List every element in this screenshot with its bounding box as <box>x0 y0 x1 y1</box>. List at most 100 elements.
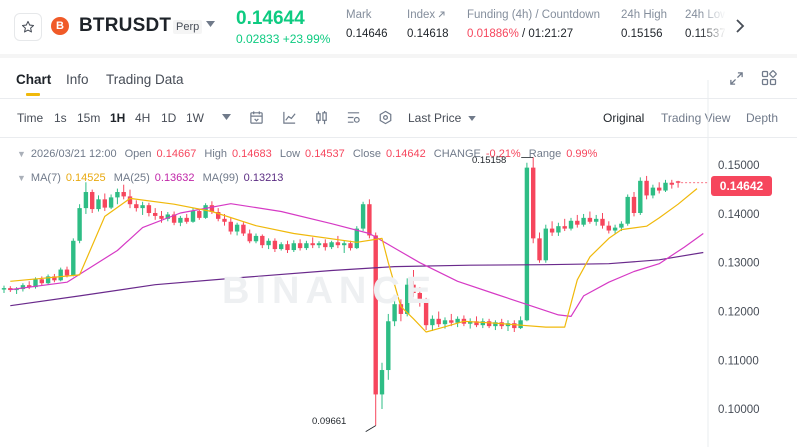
stat-mark-label: Mark <box>346 9 372 21</box>
candle-body <box>436 318 441 325</box>
candle-body <box>190 211 196 222</box>
symbol-name[interactable]: BTRUSDT <box>79 15 172 36</box>
candle-down <box>297 239 303 251</box>
stat-index[interactable]: Index 0.14618 <box>407 9 449 40</box>
candle-down <box>398 299 404 322</box>
candle-body <box>543 228 548 261</box>
candle-body <box>329 242 334 248</box>
interval-1h[interactable]: 1H <box>110 111 126 125</box>
candle-down <box>669 179 674 189</box>
candle-down <box>575 214 580 228</box>
candle-up <box>45 274 51 285</box>
candle-body <box>146 205 152 213</box>
candle-body <box>310 243 315 246</box>
favorite-star-button[interactable] <box>14 13 42 41</box>
candle-down <box>436 311 441 328</box>
candle-body <box>386 321 391 371</box>
time-label[interactable]: Time <box>17 111 44 125</box>
fullscreen-button[interactable] <box>727 69 745 87</box>
candle-up <box>405 278 410 317</box>
interval-1s[interactable]: 1s <box>54 111 67 125</box>
price-source-select[interactable]: Last Price <box>408 111 476 125</box>
candle-up <box>115 188 120 205</box>
ma25-line <box>10 203 704 317</box>
view-original[interactable]: Original <box>603 111 645 125</box>
candle-up <box>650 184 656 199</box>
legend-high-label: High <box>204 148 227 160</box>
candle-up <box>581 213 586 227</box>
stat-24h-high-label: 24h High <box>621 9 668 21</box>
candle-body <box>52 276 57 281</box>
candle-up <box>234 222 240 236</box>
candle-up <box>266 238 271 250</box>
candle-body <box>486 321 492 327</box>
interval-4h[interactable]: 4H <box>135 111 151 125</box>
candle-body <box>455 318 460 323</box>
more-intervals-button[interactable] <box>218 109 234 125</box>
legend-close: 0.14642 <box>385 148 426 160</box>
candle-body <box>1 288 7 290</box>
symbol-dropdown-caret-icon[interactable] <box>206 21 215 27</box>
candle-up <box>316 241 322 249</box>
candle-body <box>606 225 611 231</box>
candle-down <box>285 240 290 253</box>
candle-down <box>260 234 265 249</box>
chart-type-button[interactable] <box>313 109 329 125</box>
candle-body <box>430 318 435 326</box>
candle-down <box>241 222 246 236</box>
candle-body <box>644 180 649 196</box>
candle-down <box>310 237 315 249</box>
legend-collapse-icon[interactable]: ▼ <box>17 149 26 159</box>
candle-up <box>140 201 145 215</box>
interval-1d[interactable]: 1D <box>161 111 177 125</box>
price-tick-label: 0.13000 <box>718 258 760 270</box>
preferences-button[interactable] <box>377 109 393 125</box>
ma7-label: MA(7) <box>30 172 61 184</box>
candle-up <box>638 177 643 215</box>
ma-legend-collapse-icon[interactable]: ▼ <box>17 173 26 183</box>
tab-info[interactable]: Info <box>66 72 89 87</box>
view-depth[interactable]: Depth <box>746 111 779 125</box>
candle-body <box>159 215 164 219</box>
candle-up <box>543 224 548 263</box>
view-trading-view[interactable]: Trading View <box>661 111 731 125</box>
candle-down <box>121 184 126 200</box>
candle-up <box>165 212 170 222</box>
chart-settings-button[interactable] <box>345 109 361 125</box>
candle-down <box>272 238 278 253</box>
candle-up <box>304 240 309 251</box>
line-chart-icon <box>282 111 296 124</box>
candle-body <box>587 217 593 222</box>
interval-15m[interactable]: 15m <box>77 111 101 125</box>
candle-body <box>121 192 126 197</box>
candle-body <box>612 227 618 231</box>
candle-down <box>657 182 662 194</box>
layout-button[interactable] <box>760 69 778 87</box>
candle-body <box>342 243 347 246</box>
candle-body <box>625 196 630 224</box>
indicators-button[interactable] <box>281 109 297 125</box>
interval-1w[interactable]: 1W <box>186 111 204 125</box>
tabs-divider <box>0 98 797 99</box>
candle-body <box>27 285 32 288</box>
price-axis[interactable]: 0.15000 0.14000 0.13000 0.12000 0.11000 0.100… <box>718 160 760 416</box>
candle-down <box>600 212 605 229</box>
candle-body <box>96 199 101 210</box>
tab-chart[interactable]: Chart <box>16 72 52 87</box>
candle-down <box>228 217 233 235</box>
stats-scroll-right-button[interactable] <box>726 12 754 40</box>
candle-body <box>474 321 479 326</box>
date-range-button[interactable] <box>248 109 264 125</box>
candle-up <box>455 316 460 328</box>
candlestick-chart[interactable]: 0.15000 0.14000 0.13000 0.12000 0.11000 0.100… <box>0 80 797 447</box>
candle-down <box>411 270 416 297</box>
candlestick-icon <box>315 110 327 124</box>
candles <box>1 157 681 426</box>
candle-down <box>486 318 492 329</box>
candle-body <box>537 238 542 261</box>
tab-trading-data[interactable]: Trading Data <box>106 72 184 87</box>
funding-countdown: 01:21:27 <box>528 28 574 40</box>
funding-rate[interactable]: 0.01886% <box>467 28 519 40</box>
legend-low: 0.14537 <box>305 148 345 160</box>
candle-body <box>83 192 89 209</box>
